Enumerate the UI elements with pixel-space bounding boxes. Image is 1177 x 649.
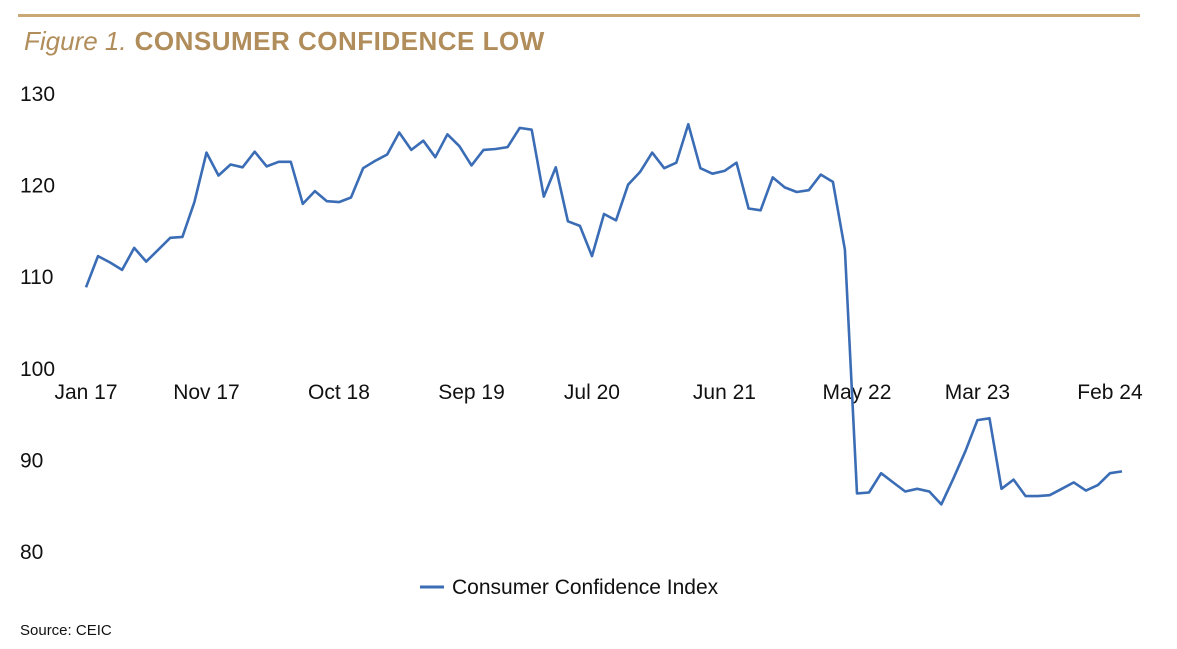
y-tick-label: 90 [20,449,43,472]
x-tick-label: Sep 19 [438,381,505,404]
x-tick-label: Feb 24 [1077,381,1143,404]
x-tick-label: Nov 17 [173,381,240,404]
figure-title: Figure 1. CONSUMER CONFIDENCE LOW [24,26,545,57]
x-tick-label: Jun 21 [693,381,756,404]
series-line-consumer-confidence-index [84,122,1123,506]
legend: Consumer Confidence Index [420,576,719,599]
figure-label: Figure 1. [24,26,127,56]
x-tick-label: Jan 17 [54,381,117,404]
y-tick-label: 80 [20,541,43,564]
y-tick-label: 120 [20,175,55,198]
x-tick-label: Oct 18 [308,381,370,404]
y-tick-label: 130 [20,83,55,106]
y-tick-label: 110 [20,266,53,289]
y-tick-label: 100 [20,358,55,381]
y-axis: 130 120 110 100 90 80 [20,83,55,564]
series-layer [84,122,1123,506]
source-note: Source: CEIC [20,622,112,639]
x-tick-label: May 22 [823,381,892,404]
legend-label: Consumer Confidence Index [452,576,719,599]
x-tick-label: Jul 20 [564,381,620,404]
x-tick-label: Mar 23 [945,381,1010,404]
x-axis: Jan 17 Nov 17 Oct 18 Sep 19 Jul 20 Jun 21 May … [54,381,1142,404]
title-rule [18,14,1140,17]
chart-title: CONSUMER CONFIDENCE LOW [134,26,545,56]
